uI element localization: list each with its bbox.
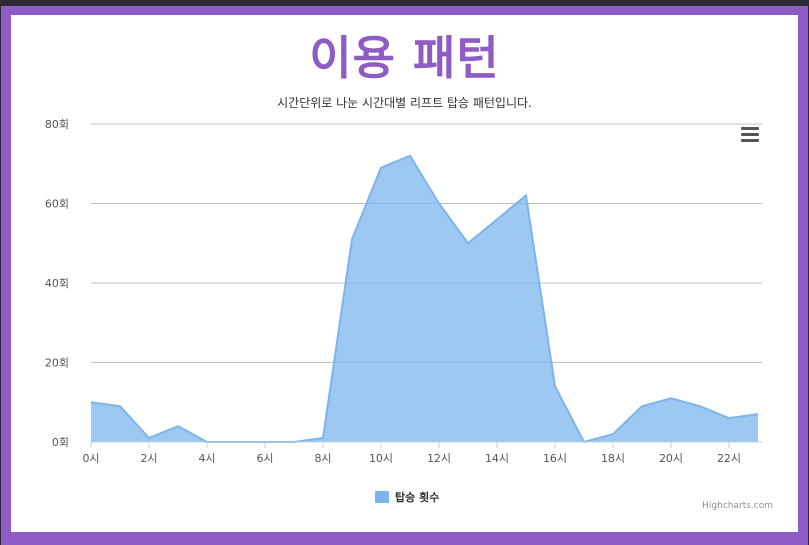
chart-plot: 0회 20회 40회 60회 80회 0시 2시 4시 6시 8시 10시 12시 14시 16시 18시… <box>45 118 762 465</box>
y-tick-label: 80회 <box>45 118 69 131</box>
y-tick-label: 60회 <box>45 198 69 211</box>
x-tick-label: 20시 <box>659 452 683 465</box>
y-tick-label: 0회 <box>52 436 69 449</box>
x-tick-label: 6시 <box>256 452 273 465</box>
x-tick-label: 0시 <box>82 452 99 465</box>
x-tick-label: 14시 <box>485 452 509 465</box>
x-tick-label: 2시 <box>140 452 157 465</box>
y-tick-label: 20회 <box>45 357 69 370</box>
legend-label: 탑승 횟수 <box>395 491 440 504</box>
x-axis-ticks <box>90 442 730 448</box>
series-area-fill <box>91 155 758 443</box>
menu-bar <box>741 139 759 142</box>
legend-swatch <box>375 491 389 503</box>
x-tick-label: 22시 <box>717 452 741 465</box>
x-tick-label: 4시 <box>198 452 215 465</box>
menu-bar <box>741 133 759 136</box>
x-tick-label: 16시 <box>543 452 567 465</box>
series-line <box>90 154 759 444</box>
x-tick-label: 18시 <box>601 452 625 465</box>
chart-subtitle: 시간단위로 나눈 시간대별 리프트 탑승 패턴입니다. <box>277 96 532 110</box>
credits-link[interactable]: Highcharts.com <box>702 501 773 511</box>
hamburger-menu-icon[interactable] <box>739 127 761 145</box>
menu-bar <box>741 127 759 130</box>
chart-panel: 이용 패턴 시간단위로 나눈 시간대별 리프트 탑승 패턴입니다. 0회 20회 4… <box>11 15 798 532</box>
y-tick-label: 40회 <box>45 277 69 290</box>
x-axis-labels: 0시 2시 4시 6시 8시 10시 12시 14시 16시 18시 20시 22시 <box>82 452 741 465</box>
series-area <box>90 154 759 444</box>
x-tick-label: 12시 <box>427 452 451 465</box>
x-tick-label: 8시 <box>314 452 331 465</box>
x-tick-label: 10시 <box>369 452 393 465</box>
y-axis-labels: 0회 20회 40회 60회 80회 <box>45 118 69 449</box>
chart-frame: 이용 패턴 시간단위로 나눈 시간대별 리프트 탑승 패턴입니다. 0회 20회 4… <box>1 6 808 545</box>
chart-title: 이용 패턴 <box>309 31 500 85</box>
legend-item[interactable]: 탑승 횟수 <box>375 489 439 505</box>
